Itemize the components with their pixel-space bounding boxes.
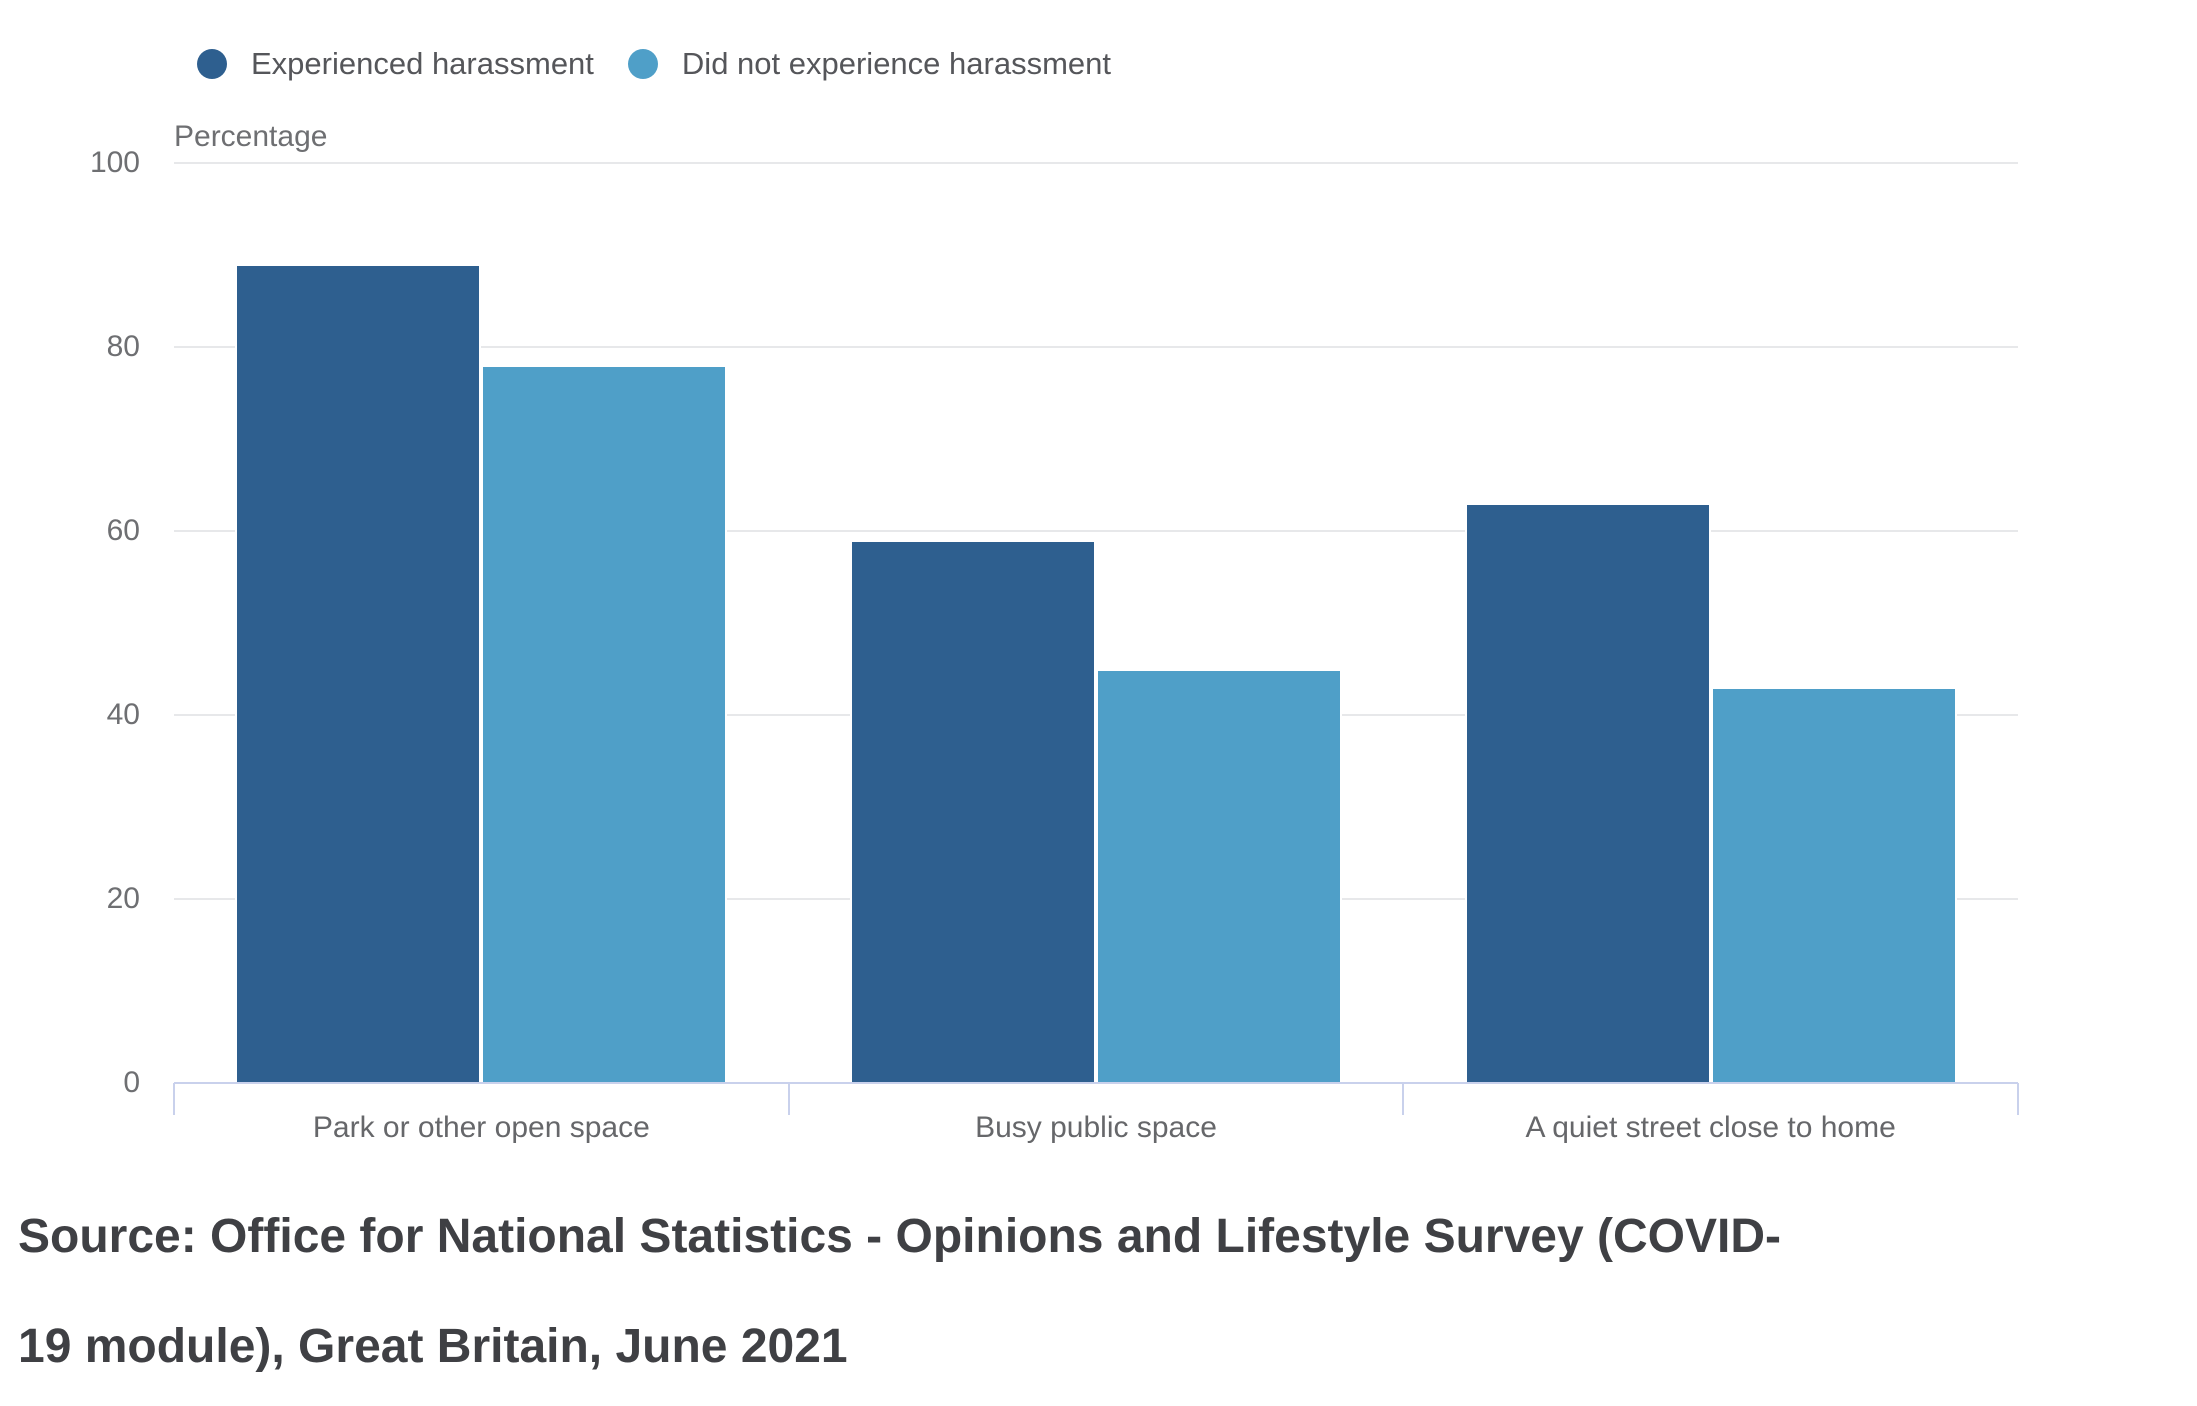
- x-axis-tick: [2017, 1083, 2019, 1115]
- bar: [1464, 503, 1711, 1083]
- category-label: A quiet street close to home: [1525, 1111, 1896, 1144]
- legend-item-label: Experienced harassment: [251, 46, 594, 81]
- legend-item[interactable]: Did not experience harassment: [627, 46, 1111, 82]
- x-axis-tick: [173, 1083, 175, 1115]
- source-caption: Source: Office for National Statistics -…: [18, 1182, 2188, 1402]
- bar: [1710, 687, 1957, 1083]
- y-axis-tick-label: 100: [89, 146, 140, 179]
- source-line: 19 module), Great Britain, June 2021: [18, 1320, 848, 1373]
- legend-item[interactable]: Experienced harassment: [197, 46, 594, 82]
- x-axis-tick: [787, 1083, 790, 1115]
- y-axis-tick-label: 0: [123, 1066, 140, 1099]
- chart-legend: Experienced harassment Did not experience…: [197, 40, 1111, 88]
- x-axis-line: [174, 1082, 2018, 1084]
- legend-dot-icon: [627, 49, 658, 79]
- x-axis-tick: [1402, 1083, 1405, 1115]
- legend-item-label: Did not experience harassment: [681, 46, 1111, 81]
- bar: [235, 264, 482, 1083]
- source-line: Source: Office for National Statistics -…: [18, 1210, 1781, 1263]
- gridline: [174, 346, 2018, 348]
- y-axis-tick-label: 40: [106, 698, 140, 731]
- y-axis-tick-label: 20: [106, 882, 140, 915]
- legend-dot-icon: [197, 49, 227, 79]
- y-axis-tick-label: 80: [106, 330, 140, 363]
- gridline: [174, 162, 2018, 164]
- gridline: [174, 530, 2018, 532]
- category-label: Park or other open space: [312, 1111, 650, 1144]
- y-axis-title: Percentage: [174, 120, 328, 153]
- bar: [481, 365, 728, 1083]
- bar: [1096, 669, 1342, 1083]
- y-axis-tick-label: 60: [106, 514, 140, 547]
- category-label: Busy public space: [975, 1111, 1217, 1144]
- bar: [850, 540, 1096, 1083]
